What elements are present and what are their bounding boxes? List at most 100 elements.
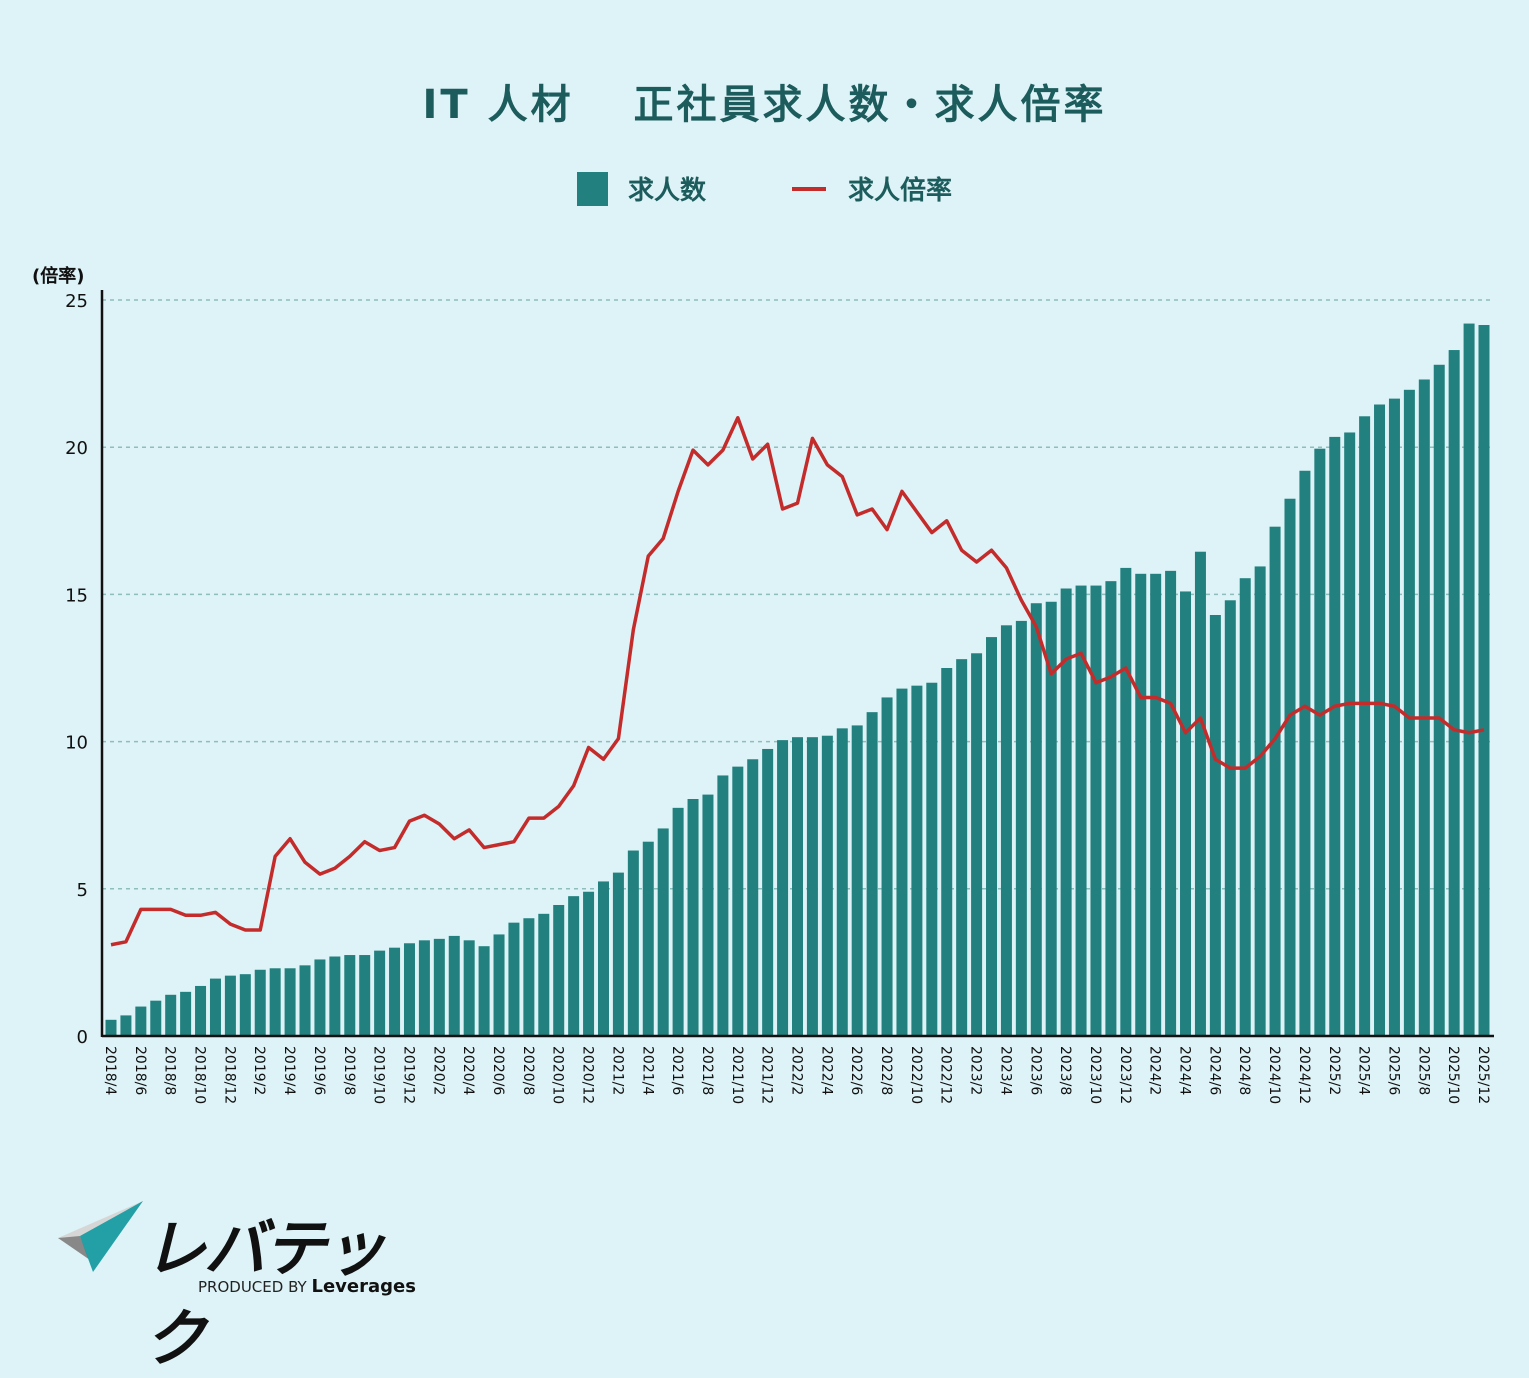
x-tick-label: 2025/2 <box>1326 1046 1342 1095</box>
bar-job-openings <box>553 904 565 1036</box>
bar-job-openings <box>1075 585 1087 1036</box>
x-tick-label: 2024/6 <box>1206 1046 1222 1095</box>
bar-job-openings <box>583 891 595 1036</box>
bar-job-openings <box>418 940 430 1036</box>
bar-job-openings <box>1433 364 1445 1036</box>
x-tick-label: 2023/10 <box>1087 1046 1103 1104</box>
bar-job-openings <box>657 828 669 1036</box>
produced-by-label: PRODUCED BY <box>198 1278 307 1296</box>
bar-job-openings <box>359 955 371 1036</box>
bar-job-openings <box>762 748 774 1036</box>
bar-job-openings <box>1194 551 1206 1036</box>
brand-name: レバテック <box>144 1212 386 1375</box>
x-tick-label: 2022/4 <box>818 1046 834 1095</box>
x-tick-label: 2020/6 <box>490 1046 506 1095</box>
x-tick-label: 2024/12 <box>1296 1046 1312 1104</box>
legend-item-job-openings: 求人数 <box>576 170 706 207</box>
x-tick-label: 2025/6 <box>1385 1046 1401 1095</box>
x-tick-label: 2019/10 <box>371 1046 387 1104</box>
bar-job-openings <box>836 728 848 1036</box>
x-tick-label: 2021/10 <box>729 1046 745 1104</box>
x-tick-label: 2023/6 <box>1027 1046 1043 1095</box>
bar-job-openings <box>642 841 654 1036</box>
x-tick-label: 2019/12 <box>400 1046 416 1104</box>
x-tick-label: 2022/2 <box>789 1046 805 1095</box>
x-tick-label: 2022/8 <box>878 1046 894 1095</box>
bar-job-openings <box>568 896 580 1036</box>
bar-job-openings <box>911 685 923 1036</box>
bar-job-openings <box>747 759 759 1036</box>
bar-job-openings <box>1329 436 1341 1036</box>
bar-job-openings <box>866 712 878 1036</box>
x-tick-label: 2019/6 <box>311 1046 327 1095</box>
bar-job-openings <box>971 653 983 1036</box>
bar-job-openings <box>344 955 356 1036</box>
bar-job-openings <box>941 668 953 1036</box>
bar-job-openings <box>851 725 863 1036</box>
bar-job-openings <box>1120 567 1132 1036</box>
legend-label-job-openings: 求人数 <box>627 176 706 206</box>
bar-job-openings <box>896 688 908 1036</box>
bar-job-openings <box>150 1000 162 1036</box>
bar-job-openings <box>493 934 505 1036</box>
bar-job-openings <box>717 775 729 1036</box>
x-tick-label: 2020/12 <box>580 1046 596 1104</box>
x-tick-label: 2020/2 <box>430 1046 446 1095</box>
bar-job-openings <box>1060 588 1072 1036</box>
x-tick-label: 2018/4 <box>102 1046 118 1095</box>
bar-job-openings <box>180 991 192 1036</box>
bar-job-openings <box>433 938 445 1036</box>
bar-job-openings <box>777 740 789 1036</box>
bar-job-openings <box>1224 600 1236 1036</box>
bar-job-openings <box>1344 432 1356 1037</box>
x-tick-label: 2018/10 <box>192 1046 208 1104</box>
x-tick-label: 2025/12 <box>1475 1046 1491 1104</box>
y-tick-label: 25 <box>65 291 88 312</box>
x-tick-label: 2024/4 <box>1177 1046 1193 1095</box>
bar-job-openings <box>627 850 639 1036</box>
x-tick-label: 2024/8 <box>1236 1046 1252 1095</box>
y-tick-label: 20 <box>65 438 88 459</box>
x-tick-label: 2023/4 <box>997 1046 1013 1095</box>
bar-job-openings <box>1015 620 1027 1036</box>
bar-job-openings <box>224 975 236 1036</box>
bar-job-openings <box>478 946 490 1036</box>
bar-job-openings <box>165 994 177 1036</box>
bar-job-openings <box>463 940 475 1036</box>
bar-job-openings <box>702 794 714 1036</box>
bar-job-openings <box>1165 570 1177 1036</box>
bar-job-openings <box>299 965 311 1036</box>
x-tick-label: 2018/8 <box>162 1046 178 1095</box>
y-tick-label: 0 <box>77 1027 88 1048</box>
bar-job-openings <box>269 968 281 1036</box>
bar-job-openings <box>1299 470 1311 1036</box>
bar-job-openings <box>1254 566 1266 1036</box>
bar-job-openings <box>508 922 520 1036</box>
bar-job-openings <box>403 943 415 1036</box>
x-tick-label: 2021/2 <box>609 1046 625 1095</box>
bar-job-openings <box>1448 350 1460 1037</box>
bar-job-openings <box>209 978 221 1036</box>
bar-job-openings <box>1090 585 1102 1036</box>
bar-job-openings <box>1269 526 1281 1036</box>
x-tick-label: 2025/8 <box>1415 1046 1431 1095</box>
bar-job-openings <box>612 872 624 1036</box>
x-tick-label: 2022/6 <box>848 1046 864 1095</box>
bar-job-openings <box>1403 389 1415 1036</box>
bar-job-openings <box>538 913 550 1036</box>
bar-job-openings <box>1374 404 1386 1037</box>
bar-job-openings <box>195 985 207 1036</box>
bar-job-openings <box>687 799 699 1036</box>
bar-job-openings <box>1478 325 1490 1036</box>
bar-job-openings <box>597 881 609 1036</box>
x-tick-label: 2019/4 <box>281 1046 297 1095</box>
legend-item-ratio: 求人倍率 <box>792 170 952 207</box>
bar-job-openings <box>792 737 803 1036</box>
bar-job-openings <box>1135 573 1147 1036</box>
line-swatch-icon <box>792 186 826 191</box>
bar-job-openings <box>523 918 535 1036</box>
bar-job-openings <box>821 735 833 1036</box>
bar-job-openings <box>1239 578 1251 1036</box>
bar-job-openings <box>314 959 326 1036</box>
bar-job-openings <box>1418 379 1430 1036</box>
